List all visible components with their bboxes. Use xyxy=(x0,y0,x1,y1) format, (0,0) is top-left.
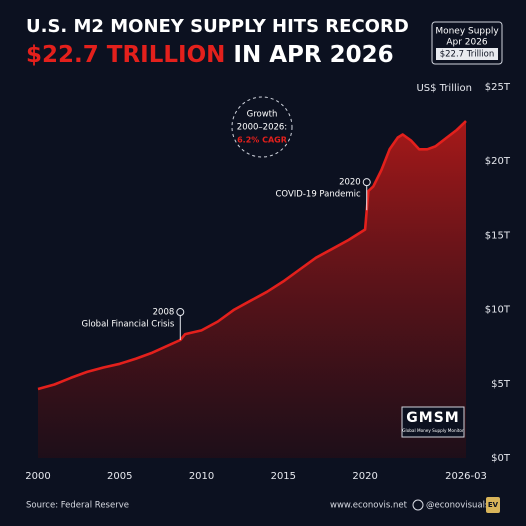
x-tick-label: 2010 xyxy=(189,471,214,482)
social-icon xyxy=(412,499,424,511)
y-axis-label: US$ Trillion xyxy=(416,83,472,94)
badge-value-box xyxy=(436,48,498,60)
line xyxy=(37,120,467,391)
y-tick-label: $10T xyxy=(485,305,511,316)
logo-text: GMSM xyxy=(406,410,459,426)
x-tick-label: 2026-03 xyxy=(445,471,487,482)
subtitle-highlight: $22.7 TRILLION xyxy=(26,42,225,68)
ev-text: EV xyxy=(488,501,499,509)
chart-subtitle: $22.7 TRILLION IN APR 2026 xyxy=(26,42,394,68)
annotation-marker xyxy=(176,308,185,317)
y-tick-label: $5T xyxy=(491,379,511,390)
growth-text: 2000–2026: xyxy=(237,123,287,133)
x-tick-label: 2005 xyxy=(107,471,132,482)
annotation-text: COVID-19 Pandemic xyxy=(276,190,362,200)
y-tick-label: $25T xyxy=(485,82,511,93)
website: www.econovis.net xyxy=(330,501,408,511)
badge-line: Apr 2026 xyxy=(446,38,488,48)
plot: $0T $5T $10T $15T $20T $25T 2000 2005 2010 2015 20… xyxy=(25,82,511,482)
logo-subtext: Global Money Supply Monitor xyxy=(402,428,464,433)
annotation-marker xyxy=(362,178,371,187)
growth-circle xyxy=(231,96,293,158)
area xyxy=(38,121,466,458)
annotation-text: Global Financial Crisis xyxy=(82,320,175,330)
x-tick-label: 2020 xyxy=(352,471,377,482)
x-tick-label: 2015 xyxy=(271,471,296,482)
subtitle-rest: IN APR 2026 xyxy=(233,42,393,68)
annotation-text: 2020 xyxy=(339,178,361,188)
logo-box xyxy=(401,406,465,438)
social-handle: @econovisuals xyxy=(426,501,490,511)
growth-text: Growth xyxy=(247,110,278,120)
source: Source: Federal Reserve xyxy=(26,501,129,511)
x-tick-label: 2000 xyxy=(25,471,50,482)
badge-box xyxy=(431,21,503,65)
y-tick-label: $0T xyxy=(491,453,511,464)
y-tick-label: $15T xyxy=(485,230,511,241)
annotation-text: 2008 xyxy=(153,308,175,318)
growth-rate: 6.2% CAGR xyxy=(237,136,287,145)
badge-line: Money Supply xyxy=(435,27,499,37)
ev-logo xyxy=(486,497,500,513)
badge-value: $22.7 Trillion xyxy=(440,50,495,60)
y-tick-label: $20T xyxy=(485,156,511,167)
chart-title: U.S. M2 MONEY SUPPLY HITS RECORD xyxy=(26,16,409,37)
